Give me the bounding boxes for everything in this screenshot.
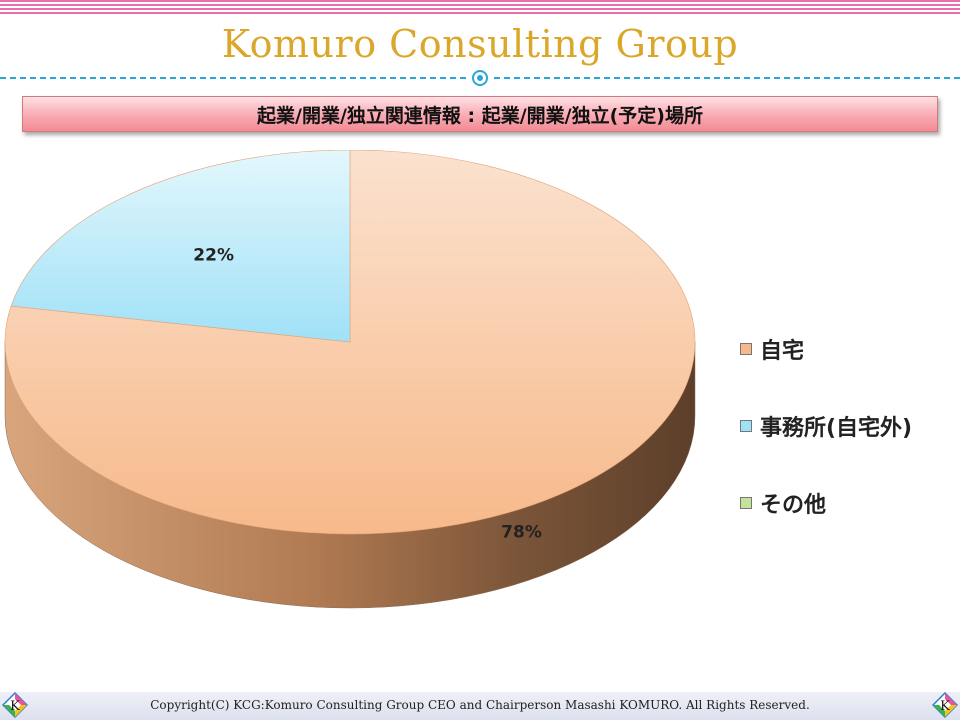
chart-legend: 自宅 事務所(自宅外) その他: [740, 330, 912, 561]
logo-letter-left: K: [10, 699, 20, 714]
pie-data-labels: 78% 22%: [193, 245, 542, 542]
legend-swatch-other: [740, 497, 752, 509]
legend-item-home: 自宅: [740, 330, 912, 368]
divider-ring-icon: [472, 70, 488, 86]
legend-label-other: その他: [760, 493, 827, 518]
legend-label-office: 事務所(自宅外): [760, 416, 913, 441]
footer-bar: [0, 692, 960, 720]
legend-item-other: その他: [740, 484, 912, 522]
data-label-office: 22%: [193, 245, 234, 265]
legend-swatch-home: [740, 343, 752, 355]
top-pink-stripe: [0, 0, 960, 16]
pie-slice-home: [4, 150, 696, 535]
data-label-home: 78%: [501, 522, 542, 542]
pie-slices: [4, 150, 696, 535]
legend-item-office: 事務所(自宅外): [740, 407, 912, 445]
subtitle-text: 起業/開業/独立関連情報 : 起業/開業/独立(予定)場所: [257, 104, 703, 127]
kcg-logo-right-icon: K: [932, 692, 958, 718]
brand-title: Komuro Consulting Group: [221, 22, 739, 66]
pie-chart: 78% 22%: [4, 150, 696, 609]
legend-swatch-office: [740, 420, 752, 432]
copyright-text: Copyright(C) KCG:Komuro Consulting Group…: [150, 698, 810, 712]
legend-label-home: 自宅: [760, 339, 805, 364]
title-divider-left: [0, 77, 466, 79]
subtitle-banner: 起業/開業/独立関連情報 : 起業/開業/独立(予定)場所: [22, 96, 938, 132]
kcg-logo-left-icon: K: [2, 692, 28, 718]
logo-letter-right: K: [940, 699, 950, 714]
pie-slice-office: [10, 150, 351, 343]
title-divider-right: [494, 77, 960, 79]
